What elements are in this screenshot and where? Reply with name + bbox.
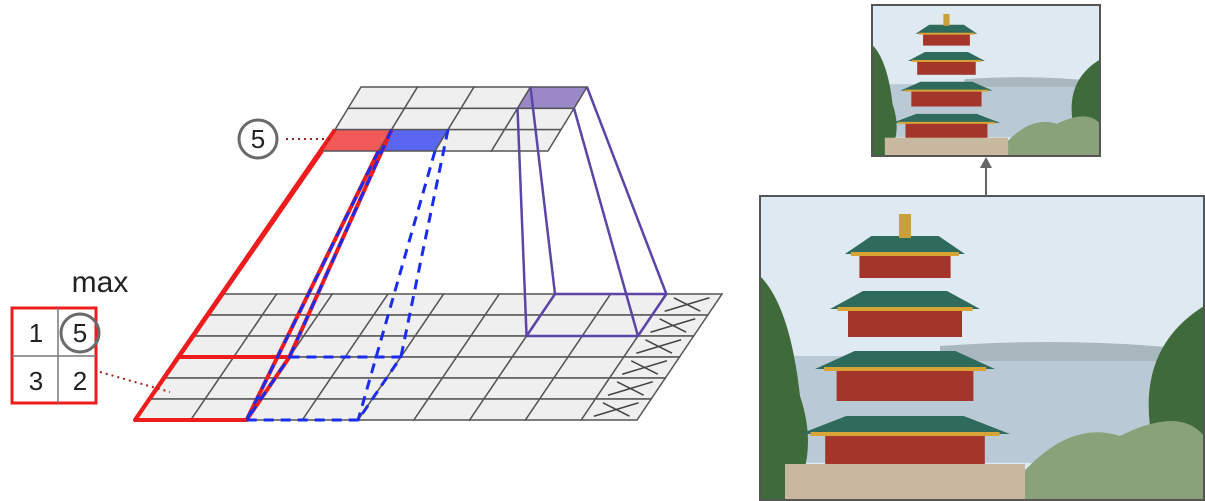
max-label: max xyxy=(72,266,129,299)
field-edge xyxy=(288,129,393,358)
left-trees xyxy=(872,44,897,156)
pagoda-wall xyxy=(911,88,982,107)
roof-trim xyxy=(897,121,995,124)
pagoda-finial xyxy=(943,13,950,26)
pool-cell-3: 3 xyxy=(29,366,43,396)
roof-trim xyxy=(810,432,1000,436)
pagoda-roof xyxy=(830,291,980,309)
roof-trim xyxy=(824,367,986,371)
output-value: 5 xyxy=(251,124,265,154)
field-edge xyxy=(585,86,668,295)
left-trees xyxy=(760,276,808,501)
x-mark-icon xyxy=(650,318,696,333)
output-cell xyxy=(503,107,576,131)
pagoda-base xyxy=(785,464,1025,501)
x-mark-icon xyxy=(593,402,639,417)
pool-window-box: 1 5 3 2 xyxy=(10,306,101,405)
field-edge xyxy=(356,150,437,421)
blue-receptive-field xyxy=(245,129,450,422)
field-edge xyxy=(572,107,640,337)
pagoda-wall xyxy=(905,120,988,142)
x-mark-icon xyxy=(621,360,668,375)
x-mark-icon xyxy=(636,339,682,354)
pagoda-roof xyxy=(800,416,1010,434)
downscaled-pagoda-photo xyxy=(872,5,1100,156)
pagoda-wall xyxy=(917,58,976,75)
output-value-circle xyxy=(237,118,279,160)
x-mark-icon xyxy=(607,381,653,396)
roof-trim xyxy=(918,32,975,35)
pagoda-roof xyxy=(907,52,985,61)
pagoda-wall xyxy=(923,31,970,46)
field-edge xyxy=(244,150,381,421)
x-mark-icon xyxy=(664,297,710,312)
bushes xyxy=(995,116,1100,156)
pagoda-roof xyxy=(900,81,993,91)
pool-cell-2: 2 xyxy=(73,366,87,396)
output-cell xyxy=(490,128,563,152)
output-cell xyxy=(516,86,589,110)
roof-trim xyxy=(911,59,982,62)
purple-receptive-field xyxy=(516,86,668,338)
pagoda-roof xyxy=(892,113,1001,123)
pagoda-roof xyxy=(845,236,965,254)
roof-trim xyxy=(851,252,959,256)
pool-window-connector xyxy=(99,371,171,393)
pagoda-roof xyxy=(815,351,995,369)
roof-trim xyxy=(837,307,973,311)
pagoda-base xyxy=(884,137,1009,156)
max-highlight-circle xyxy=(59,312,101,354)
far-shore xyxy=(940,342,1204,361)
original-pagoda-photo xyxy=(760,196,1204,501)
field-edge xyxy=(133,149,324,422)
output-feature-map xyxy=(320,86,589,152)
pagoda-finial xyxy=(899,214,911,238)
field-edge xyxy=(399,129,450,358)
far-shore xyxy=(964,77,1100,87)
pool-cell-1: 1 xyxy=(29,318,43,348)
roof-trim xyxy=(904,89,989,92)
pagoda-roof xyxy=(915,24,978,34)
field-edge xyxy=(516,108,528,337)
field-edge xyxy=(529,86,557,295)
padding-x-marks xyxy=(593,297,710,417)
bushes xyxy=(1000,421,1204,501)
up-arrow-icon xyxy=(980,157,992,196)
pool-cell-5: 5 xyxy=(73,318,87,348)
